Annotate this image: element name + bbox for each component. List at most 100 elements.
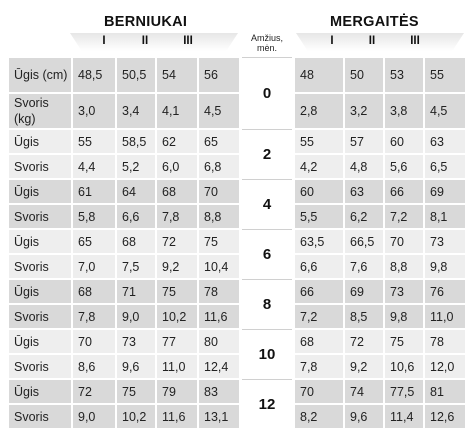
boys-value-cell: 54 — [156, 57, 198, 93]
boys-value-cell: 77 — [156, 329, 198, 354]
boys-value-cell: 65 — [72, 229, 116, 254]
boys-row: Svoris 4,4 5,2 6,0 6,8 — [8, 154, 240, 179]
girls-column-ii: II — [368, 35, 376, 47]
girls-value-cell: 72 — [344, 329, 384, 354]
boys-value-cell: 10,4 — [198, 254, 240, 279]
girls-row: 48 50 53 55 — [294, 57, 466, 93]
girls-column-i: I — [330, 35, 334, 47]
boys-value-cell: 8,8 — [198, 204, 240, 229]
girls-value-cell: 48 — [294, 57, 344, 93]
girls-row: 7,8 9,2 10,6 12,0 — [294, 354, 466, 379]
boys-value-cell: 70 — [72, 329, 116, 354]
boys-value-cell: 9,2 — [156, 254, 198, 279]
girls-row: 55 57 60 63 — [294, 129, 466, 154]
boys-value-cell: 75 — [116, 379, 156, 404]
boys-value-cell: 7,5 — [116, 254, 156, 279]
girls-value-cell: 66 — [294, 279, 344, 304]
boys-value-cell: 56 — [198, 57, 240, 93]
girls-value-cell: 3,8 — [384, 93, 424, 129]
boys-value-cell: 9,0 — [116, 304, 156, 329]
boys-value-cell: 13,1 — [198, 404, 240, 429]
girls-value-cell: 11,0 — [424, 304, 466, 329]
girls-table: 48 50 53 55 2,8 3,2 3,8 4,5 55 57 60 63 4,2 4,8 5,6 6,5… — [294, 57, 466, 429]
age-header-line2: mėn. — [256, 43, 277, 53]
girls-value-cell: 81 — [424, 379, 466, 404]
girls-value-cell: 3,2 — [344, 93, 384, 129]
girls-value-cell: 8,1 — [424, 204, 466, 229]
boys-value-cell: 6,8 — [198, 154, 240, 179]
girls-row: 70 74 77,5 81 — [294, 379, 466, 404]
boys-table: Ūgis (cm) 48,5 50,5 54 56 Svoris (kg) 3,0 3,4 4,… — [8, 57, 240, 429]
boys-value-cell: 4,4 — [72, 154, 116, 179]
row-label: Ūgis (cm) — [8, 57, 72, 93]
girls-value-cell: 57 — [344, 129, 384, 154]
boys-value-cell: 3,0 — [72, 93, 116, 129]
girls-value-cell: 75 — [384, 329, 424, 354]
boys-value-cell: 11,6 — [198, 304, 240, 329]
boys-row: Ūgis 70 73 77 80 — [8, 329, 240, 354]
boys-value-cell: 79 — [156, 379, 198, 404]
girls-column-banner — [296, 33, 464, 51]
boys-value-cell: 61 — [72, 179, 116, 204]
girls-value-cell: 73 — [424, 229, 466, 254]
girls-value-cell: 4,8 — [344, 154, 384, 179]
row-label: Svoris — [8, 154, 72, 179]
boys-row: Ūgis 68 71 75 78 — [8, 279, 240, 304]
age-value: 4 — [242, 179, 292, 229]
girls-row: 7,2 8,5 9,8 11,0 — [294, 304, 466, 329]
boys-value-cell: 68 — [156, 179, 198, 204]
girls-value-cell: 5,6 — [384, 154, 424, 179]
boys-value-cell: 50,5 — [116, 57, 156, 93]
boys-value-cell: 7,8 — [156, 204, 198, 229]
girls-row: 8,2 9,6 11,4 12,6 — [294, 404, 466, 429]
girls-value-cell: 6,5 — [424, 154, 466, 179]
boys-value-cell: 75 — [156, 279, 198, 304]
boys-row: Ūgis 72 75 79 83 — [8, 379, 240, 404]
girls-row: 60 63 66 69 — [294, 179, 466, 204]
boys-value-cell: 64 — [116, 179, 156, 204]
row-label: Svoris — [8, 404, 72, 429]
girls-value-cell: 55 — [424, 57, 466, 93]
row-label: Ūgis — [8, 279, 72, 304]
boys-value-cell: 73 — [116, 329, 156, 354]
girls-value-cell: 8,2 — [294, 404, 344, 429]
boys-row: Svoris 8,6 9,6 11,0 12,4 — [8, 354, 240, 379]
row-label: Svoris — [8, 254, 72, 279]
boys-value-cell: 75 — [198, 229, 240, 254]
boys-value-cell: 8,6 — [72, 354, 116, 379]
boys-row: Svoris 7,0 7,5 9,2 10,4 — [8, 254, 240, 279]
row-label: Svoris — [8, 304, 72, 329]
girls-column-iii: III — [410, 35, 420, 47]
boys-value-cell: 7,8 — [72, 304, 116, 329]
boys-row: Ūgis 61 64 68 70 — [8, 179, 240, 204]
boys-row: Svoris 9,0 10,2 11,6 13,1 — [8, 404, 240, 429]
boys-value-cell: 9,6 — [116, 354, 156, 379]
boys-column-iii: III — [183, 35, 193, 47]
boys-value-cell: 9,0 — [72, 404, 116, 429]
boys-value-cell: 80 — [198, 329, 240, 354]
girls-title: MERGAITĖS — [330, 14, 419, 30]
row-label: Ūgis — [8, 379, 72, 404]
boys-value-cell: 62 — [156, 129, 198, 154]
boys-value-cell: 12,4 — [198, 354, 240, 379]
girls-value-cell: 10,6 — [384, 354, 424, 379]
girls-value-cell: 74 — [344, 379, 384, 404]
girls-row: 66 69 73 76 — [294, 279, 466, 304]
girls-value-cell: 7,2 — [384, 204, 424, 229]
girls-row: 6,6 7,6 8,8 9,8 — [294, 254, 466, 279]
girls-value-cell: 9,6 — [344, 404, 384, 429]
boys-value-cell: 10,2 — [156, 304, 198, 329]
boys-value-cell: 3,4 — [116, 93, 156, 129]
row-label: Svoris — [8, 354, 72, 379]
row-label: Ūgis — [8, 329, 72, 354]
age-value: 12 — [242, 379, 292, 429]
boys-row: Ūgis 65 68 72 75 — [8, 229, 240, 254]
girls-value-cell: 66,5 — [344, 229, 384, 254]
girls-value-cell: 70 — [384, 229, 424, 254]
girls-value-cell: 55 — [294, 129, 344, 154]
row-label: Ūgis — [8, 129, 72, 154]
boys-row: Ūgis 55 58,5 62 65 — [8, 129, 240, 154]
girls-value-cell: 6,2 — [344, 204, 384, 229]
boys-value-cell: 4,1 — [156, 93, 198, 129]
girls-value-cell: 69 — [344, 279, 384, 304]
